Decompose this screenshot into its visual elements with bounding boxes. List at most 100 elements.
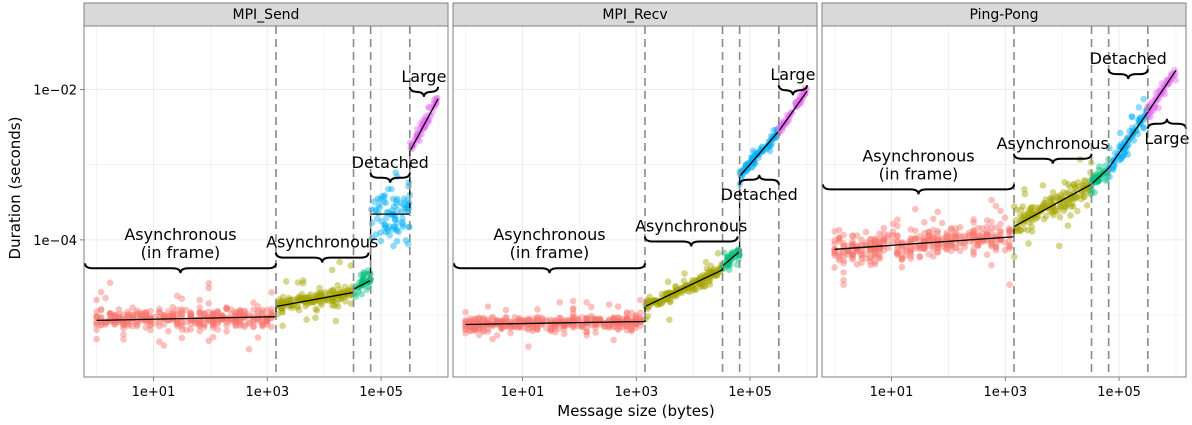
data-point [263, 317, 271, 325]
data-point [124, 320, 132, 328]
data-point [370, 198, 378, 205]
data-point [417, 120, 424, 127]
plot-background [822, 26, 1186, 377]
data-point [318, 291, 326, 299]
data-point [375, 202, 383, 209]
data-point [232, 309, 239, 316]
data-point [697, 273, 704, 280]
data-point [405, 199, 413, 207]
data-point [209, 321, 217, 329]
data-point [632, 317, 640, 325]
data-point [196, 308, 203, 316]
data-point [371, 206, 379, 214]
data-point [232, 308, 239, 316]
data-point [726, 266, 733, 274]
data-point [298, 295, 305, 303]
data-point [165, 313, 172, 320]
data-point [93, 313, 100, 320]
data-point [214, 309, 221, 317]
data-point [360, 275, 368, 282]
data-point [569, 306, 577, 313]
data-point [250, 306, 257, 313]
data-point [156, 318, 163, 326]
data-point [236, 313, 244, 320]
data-point [706, 268, 713, 275]
data-point [421, 124, 428, 131]
data-point [97, 314, 105, 322]
data-point [286, 296, 293, 304]
data-point [466, 327, 474, 335]
data-point [102, 294, 109, 302]
data-point [120, 336, 127, 343]
data-point [97, 314, 105, 321]
data-point [547, 316, 555, 324]
data-point [326, 290, 334, 298]
data-point [1042, 212, 1050, 220]
data-point [835, 226, 843, 234]
data-point [218, 311, 226, 319]
data-point [498, 319, 505, 327]
data-point [934, 208, 941, 216]
data-point [493, 321, 501, 329]
data-point [592, 324, 599, 331]
data-point [133, 318, 141, 326]
data-point [840, 259, 847, 267]
data-point [480, 321, 487, 329]
data-point [484, 321, 492, 329]
data-point [174, 319, 181, 327]
data-point [1006, 228, 1013, 235]
data-point [433, 95, 440, 102]
data-point [583, 328, 590, 336]
data-point [236, 311, 244, 319]
data-point [547, 320, 555, 328]
data-point [1172, 76, 1180, 84]
data-point [254, 309, 262, 317]
data-point [619, 315, 626, 323]
data-point [250, 323, 257, 331]
x-axis-title: Message size (bytes) [557, 402, 714, 420]
data-point [673, 292, 680, 300]
data-point [236, 306, 244, 314]
data-point [701, 283, 708, 290]
data-point [471, 324, 478, 331]
data-point [637, 309, 644, 317]
data-point [360, 270, 368, 278]
data-point [1025, 240, 1032, 247]
regime-label: Asynchronous [266, 233, 378, 252]
data-point [241, 308, 248, 315]
regime-label: Asynchronous [862, 146, 974, 165]
data-point [328, 295, 336, 303]
data-point [301, 294, 309, 302]
data-point [318, 301, 325, 309]
data-point [670, 293, 678, 300]
data-point [138, 309, 145, 316]
data-point [610, 315, 617, 322]
data-point [547, 327, 555, 335]
data-point [147, 321, 154, 329]
data-point [516, 317, 523, 324]
data-point [142, 316, 150, 324]
data-point [187, 309, 195, 317]
data-point [426, 104, 433, 111]
data-point [466, 320, 474, 328]
data-point [174, 320, 181, 328]
regime-label: Large [770, 65, 815, 84]
data-point [543, 316, 550, 324]
data-point [263, 316, 271, 323]
data-point [534, 326, 541, 333]
data-point [724, 253, 731, 261]
data-point [393, 237, 401, 245]
data-point [507, 323, 514, 331]
data-point [894, 222, 901, 230]
data-point [623, 310, 631, 317]
data-point [534, 313, 541, 321]
data-point [619, 322, 626, 330]
data-point [925, 233, 933, 240]
data-point [336, 286, 344, 294]
data-point [183, 326, 190, 334]
data-point [692, 286, 700, 294]
data-point [214, 318, 221, 326]
data-point [1001, 214, 1009, 221]
data-point [898, 263, 906, 271]
